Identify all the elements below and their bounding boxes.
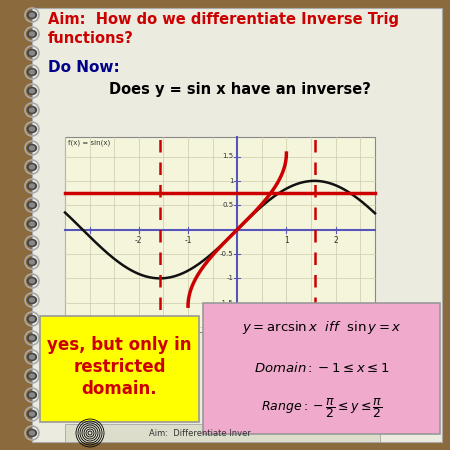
Ellipse shape [27,334,36,342]
Ellipse shape [27,278,36,284]
Text: -1.5: -1.5 [220,300,233,306]
Ellipse shape [27,258,36,265]
FancyBboxPatch shape [65,137,375,332]
Ellipse shape [27,220,36,228]
Ellipse shape [30,108,35,112]
Ellipse shape [27,315,36,323]
Text: f(x) = sin(x): f(x) = sin(x) [68,140,110,147]
Text: 1: 1 [229,178,233,184]
Ellipse shape [30,412,35,416]
Ellipse shape [27,12,36,18]
Ellipse shape [30,260,35,264]
Ellipse shape [27,183,36,189]
Ellipse shape [27,163,36,171]
Ellipse shape [30,317,35,321]
FancyBboxPatch shape [40,316,199,422]
Ellipse shape [30,70,35,74]
Text: $Domain : -1 \leq x \leq 1$: $Domain : -1 \leq x \leq 1$ [254,361,389,375]
Text: 1: 1 [284,236,289,245]
Text: -1: -1 [226,275,233,281]
Ellipse shape [30,374,35,378]
Ellipse shape [27,239,36,247]
Ellipse shape [30,165,35,169]
Ellipse shape [27,392,36,399]
Ellipse shape [27,50,36,57]
Ellipse shape [30,355,35,359]
Text: Do Now:: Do Now: [48,60,120,75]
Ellipse shape [27,373,36,379]
Ellipse shape [30,146,35,150]
Ellipse shape [30,203,35,207]
Ellipse shape [30,241,35,245]
Text: -1: -1 [184,236,192,245]
Ellipse shape [30,13,35,17]
Text: -0.5: -0.5 [220,251,233,257]
Text: $Range : -\dfrac{\pi}{2} \leq y \leq \dfrac{\pi}{2}$: $Range : -\dfrac{\pi}{2} \leq y \leq \df… [261,396,382,420]
Text: 0.5: 0.5 [222,202,233,208]
Ellipse shape [30,89,35,93]
FancyBboxPatch shape [65,424,380,442]
Ellipse shape [30,336,35,340]
Ellipse shape [30,222,35,226]
FancyBboxPatch shape [203,303,440,434]
Ellipse shape [30,298,35,302]
Ellipse shape [30,127,35,131]
Ellipse shape [27,354,36,360]
Text: -2: -2 [135,236,143,245]
Text: 2: 2 [333,236,338,245]
Ellipse shape [30,51,35,55]
Text: Aim:  Differentiate Inver: Aim: Differentiate Inver [149,428,251,437]
FancyBboxPatch shape [32,8,442,442]
Ellipse shape [27,126,36,132]
Text: Aim:  How do we differentiate Inverse Trig
functions?: Aim: How do we differentiate Inverse Tri… [48,12,399,45]
Text: $y = \arcsin x \ \ iff \ \ \sin y = x$: $y = \arcsin x \ \ iff \ \ \sin y = x$ [242,319,401,336]
Ellipse shape [27,31,36,37]
Ellipse shape [30,279,35,283]
Ellipse shape [30,184,35,188]
Ellipse shape [27,410,36,418]
Ellipse shape [27,87,36,94]
Ellipse shape [27,429,36,436]
Text: Does y = sin x have an inverse?: Does y = sin x have an inverse? [109,82,371,97]
Ellipse shape [30,32,35,36]
Ellipse shape [27,68,36,76]
Ellipse shape [30,431,35,435]
Ellipse shape [27,297,36,303]
Ellipse shape [30,393,35,397]
Text: yes, but only in
restricted
domain.: yes, but only in restricted domain. [47,336,192,398]
Text: 1.5: 1.5 [222,153,233,159]
Ellipse shape [27,202,36,208]
Ellipse shape [27,107,36,113]
Ellipse shape [27,144,36,152]
